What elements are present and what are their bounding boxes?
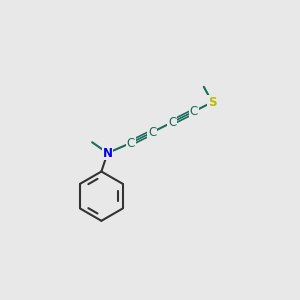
Text: S: S [208,96,217,109]
Text: C: C [168,116,176,129]
Text: C: C [127,136,135,149]
Text: C: C [148,126,156,139]
Text: N: N [103,146,112,160]
Text: C: C [190,105,198,118]
